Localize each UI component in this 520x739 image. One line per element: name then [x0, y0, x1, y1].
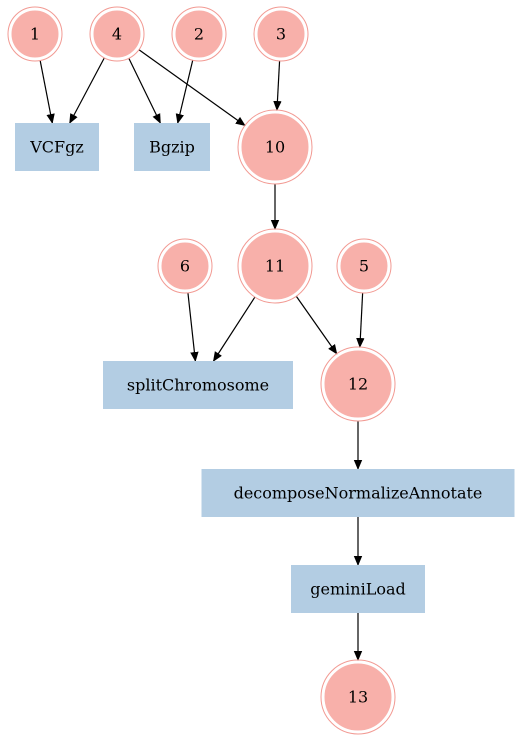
node-label: Bgzip [149, 138, 195, 157]
node-label: 3 [276, 25, 286, 44]
node-label: 12 [348, 375, 368, 394]
edge-n2-to-bgzip [175, 60, 194, 124]
nodes-layer: 1 4 2 3 VCFgz Bgzip 10 6 11 5 splitChromosome 12 dec… [7, 6, 515, 735]
edges-layer [39, 49, 365, 661]
node-box [134, 123, 210, 171]
node-circle [324, 663, 392, 731]
node-circle [161, 242, 209, 290]
node-outer-ring [320, 346, 396, 422]
node-label: decomposeNormalizeAnnotate [234, 484, 483, 503]
node-outer-ring [89, 6, 145, 62]
node-label: VCFgz [29, 138, 84, 157]
node-label: 10 [265, 138, 285, 157]
edge-n6-to-splitchrom [187, 292, 199, 362]
node-circle [93, 10, 141, 58]
circle-node-n10: 10 [237, 109, 313, 185]
edge-n4-to-n10 [138, 49, 246, 127]
node-label: splitChromosome [127, 376, 269, 395]
circle-node-n12: 12 [320, 346, 396, 422]
node-label: geminiLoad [310, 580, 405, 599]
step-node-gemini: geminiLoad [291, 565, 425, 613]
node-label: 4 [112, 25, 122, 44]
circle-node-n5: 5 [336, 238, 392, 294]
circle-node-n3: 3 [253, 6, 309, 62]
node-outer-ring [253, 6, 309, 62]
edge-n11-to-n12 [295, 295, 338, 355]
node-outer-ring [237, 228, 313, 304]
step-node-bgzip: Bgzip [134, 123, 210, 171]
edge-n5-to-n12 [356, 292, 365, 349]
edge-n4-to-vcfgz [69, 57, 105, 124]
circle-node-n11: 11 [237, 228, 313, 304]
edge-n11-to-splitchrom [212, 296, 256, 362]
circle-node-n13: 13 [320, 659, 396, 735]
node-circle [241, 232, 309, 300]
node-circle [241, 113, 309, 181]
node-outer-ring [157, 238, 213, 294]
node-circle [257, 10, 305, 58]
node-outer-ring [171, 6, 227, 62]
node-outer-ring [7, 6, 63, 62]
node-circle [11, 10, 59, 58]
node-circle [340, 242, 388, 290]
node-label: 6 [180, 257, 190, 276]
node-outer-ring [320, 659, 396, 735]
node-circle [324, 350, 392, 418]
node-box [103, 361, 293, 409]
step-node-dna: decomposeNormalizeAnnotate [201, 469, 515, 517]
step-node-splitchrom: splitChromosome [103, 361, 293, 409]
node-box [15, 123, 99, 171]
node-circle [175, 10, 223, 58]
circle-node-n6: 6 [157, 238, 213, 294]
node-label: 2 [194, 25, 204, 44]
step-node-vcfgz: VCFgz [15, 123, 99, 171]
circle-node-n4: 4 [89, 6, 145, 62]
node-label: 5 [359, 257, 369, 276]
node-label: 11 [265, 257, 285, 276]
node-label: 13 [348, 688, 368, 707]
edge-n1-to-vcfgz [39, 60, 55, 124]
node-outer-ring [336, 238, 392, 294]
node-outer-ring [237, 109, 313, 185]
node-box [201, 469, 515, 517]
circle-node-n2: 2 [171, 6, 227, 62]
circle-node-n1: 1 [7, 6, 63, 62]
node-label: 1 [30, 25, 40, 44]
edge-n4-to-bgzip [128, 58, 161, 124]
edge-n3-to-n10 [273, 60, 282, 112]
node-box [291, 565, 425, 613]
